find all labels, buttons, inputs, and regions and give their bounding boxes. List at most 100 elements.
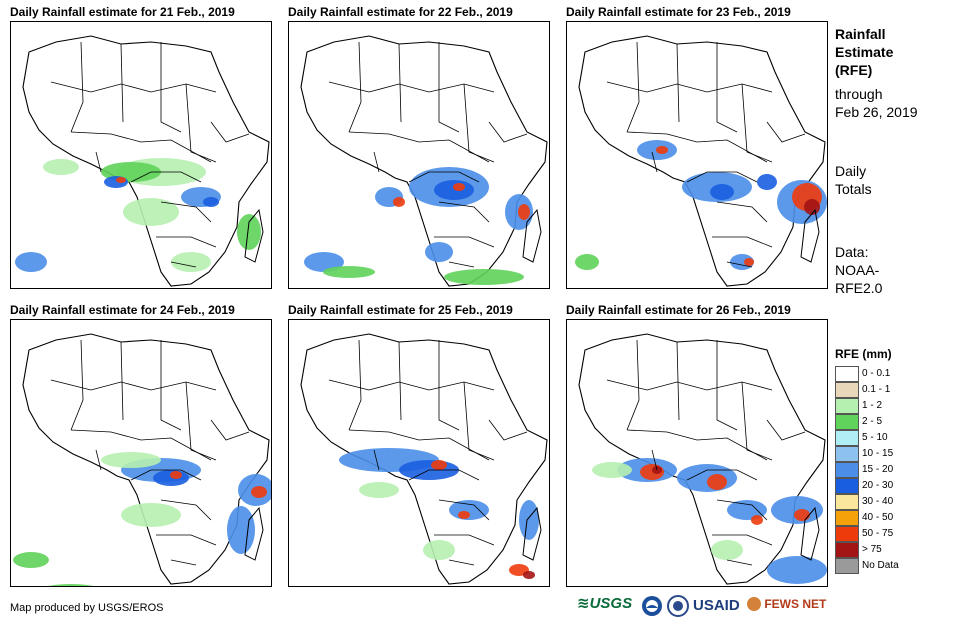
noaa-seal-icon — [642, 596, 662, 616]
country-border — [651, 449, 658, 471]
country-border — [766, 121, 806, 143]
map-panel-feb23: Daily Rainfall estimate for 23 Feb., 201… — [566, 4, 828, 289]
country-border — [741, 381, 773, 461]
country-border — [95, 449, 102, 471]
country-border — [160, 42, 182, 133]
legend-label: No Data — [862, 560, 899, 571]
country-border — [726, 261, 753, 268]
rainfall-area — [171, 252, 211, 272]
legend-item: > 75 — [835, 542, 955, 558]
fewsnet-globe-icon — [747, 596, 761, 611]
daily-totals-line1: Daily — [835, 163, 867, 179]
sidebar-title-line3: (RFE) — [835, 62, 873, 78]
rainfall-area — [423, 540, 455, 560]
fewsnet-logo-text: FEWS NET — [764, 596, 827, 611]
country-border — [70, 131, 212, 163]
rainfall-area — [237, 214, 261, 250]
rainfall-area — [116, 177, 126, 183]
country-border — [130, 469, 202, 481]
usaid-logo: USAID — [693, 597, 740, 614]
country-border — [463, 83, 495, 163]
map-panel-feb24: Daily Rainfall estimate for 24 Feb., 201… — [10, 302, 272, 587]
country-border — [676, 43, 680, 123]
rainfall-area — [677, 464, 737, 492]
map-panel-feb26: Daily Rainfall estimate for 26 Feb., 201… — [566, 302, 828, 587]
rainfall-area — [48, 584, 94, 586]
country-border — [70, 339, 84, 431]
country-border — [716, 42, 738, 133]
country-border — [488, 419, 528, 441]
country-border — [626, 429, 768, 461]
rainfall-area — [323, 266, 375, 278]
legend-title: RFE (mm) — [835, 347, 892, 361]
country-border — [50, 379, 217, 391]
state-seal-logo — [667, 595, 689, 622]
country-border — [95, 151, 102, 173]
country-border — [676, 341, 680, 421]
madagascar-outline — [244, 208, 264, 263]
legend-label: 0 - 0.1 — [862, 368, 891, 379]
rainfall-map — [288, 21, 550, 289]
legend-swatch — [835, 398, 859, 414]
country-border — [463, 381, 495, 461]
country-border — [120, 43, 124, 123]
legend-item: 2 - 5 — [835, 414, 955, 430]
country-border — [716, 340, 738, 431]
country-border — [434, 534, 495, 546]
legend-item: 40 - 50 — [835, 510, 955, 526]
legend-label: 15 - 20 — [862, 464, 894, 475]
seal-icon — [667, 595, 689, 617]
country-border — [686, 469, 758, 481]
country-border — [210, 419, 250, 441]
africa-map-svg — [300, 35, 548, 287]
country-border — [448, 261, 475, 268]
legend-swatch — [835, 542, 859, 558]
rainfall-area — [518, 204, 530, 220]
country-border — [398, 43, 402, 123]
legend-item: 30 - 40 — [835, 494, 955, 510]
country-border — [712, 534, 773, 546]
country-border — [120, 341, 124, 421]
rainfall-area — [767, 556, 827, 584]
rainfall-area — [15, 252, 47, 272]
rainfall-area — [592, 462, 632, 478]
daily-totals-line2: Totals — [835, 181, 872, 197]
fewsnet-logo: FEWS NET — [747, 596, 826, 611]
rainfall-area — [757, 174, 777, 190]
legend-swatch — [835, 462, 859, 478]
data-source-line3: RFE2.0 — [835, 280, 883, 296]
rainfall-area — [203, 197, 219, 207]
rainfall-map — [10, 319, 272, 587]
rainfall-area — [227, 506, 255, 554]
rainfall-area — [251, 486, 267, 498]
rainfall-area — [458, 511, 470, 519]
rainfall-area — [519, 500, 539, 540]
country-border — [686, 171, 758, 183]
country-border — [626, 131, 768, 163]
country-border — [438, 340, 460, 431]
usgs-logo: ≋USGS — [577, 594, 632, 612]
africa-map-svg — [575, 35, 827, 287]
panel-title: Daily Rainfall estimate for 26 Feb., 201… — [566, 303, 791, 317]
madagascar-outline — [244, 506, 264, 561]
data-source-line1: Data: — [835, 244, 869, 260]
legend-item: 0.1 - 1 — [835, 382, 955, 398]
legend-swatch — [835, 414, 859, 430]
madagascar-outline — [800, 208, 820, 263]
rainfall-area — [794, 509, 810, 521]
rainfall-area — [523, 571, 535, 579]
country-border — [651, 151, 658, 173]
rainfall-area — [43, 159, 79, 175]
country-border — [328, 379, 495, 391]
sidebar-title-line1: Rainfall — [835, 26, 886, 42]
africa-map-svg — [15, 35, 270, 287]
rainfall-area — [393, 197, 405, 207]
country-border — [156, 236, 217, 248]
rainfall-area — [13, 552, 49, 568]
country-border — [438, 499, 490, 521]
country-border — [70, 41, 84, 133]
legend-swatch — [835, 430, 859, 446]
africa-map-svg — [13, 333, 271, 586]
panel-title: Daily Rainfall estimate for 23 Feb., 201… — [566, 5, 791, 19]
country-border — [373, 449, 380, 471]
